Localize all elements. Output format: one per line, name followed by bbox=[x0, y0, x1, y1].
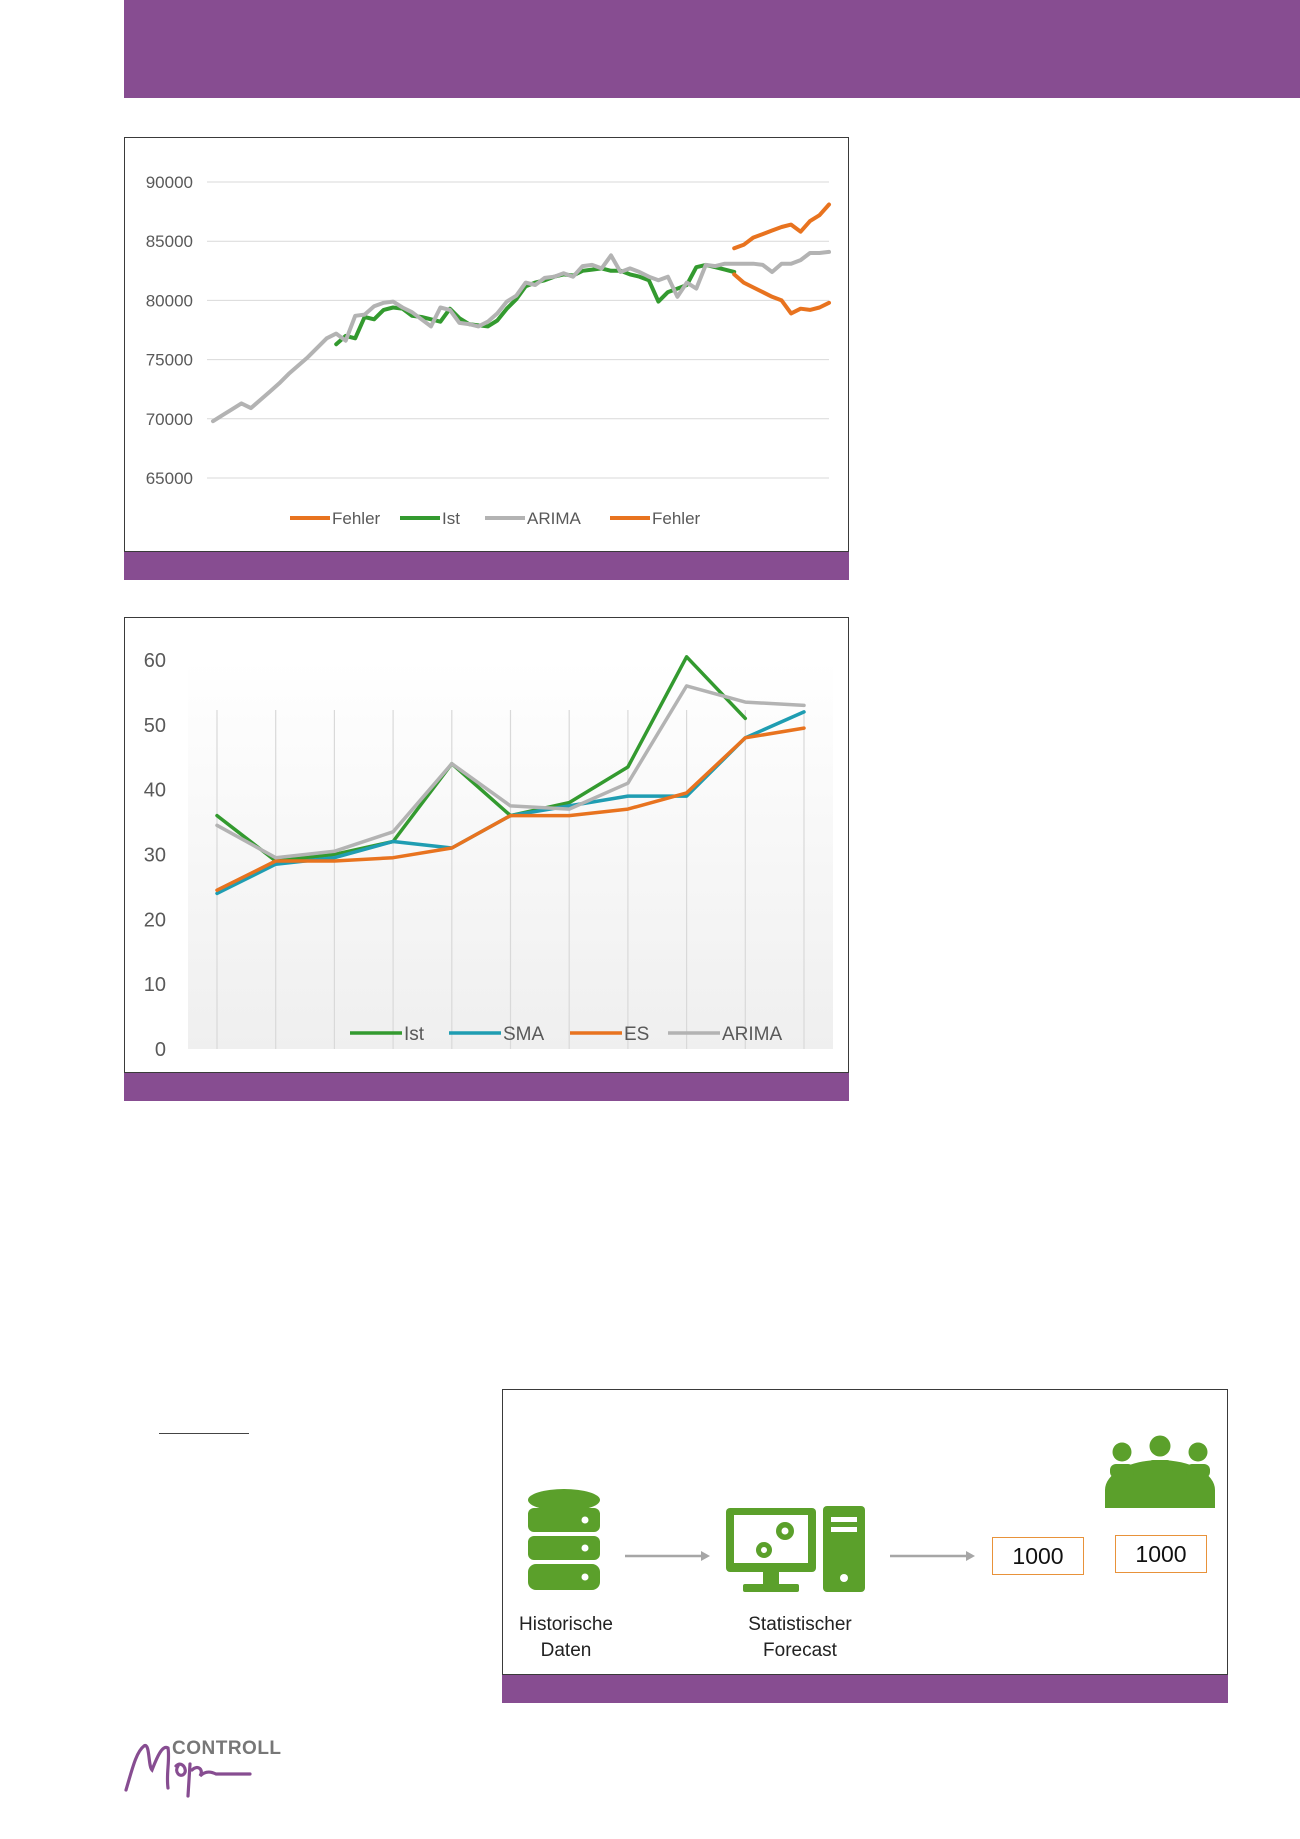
legend-label: SMA bbox=[503, 1024, 545, 1045]
y-tick-label: 85000 bbox=[146, 232, 193, 251]
y-tick-label: 65000 bbox=[146, 469, 193, 488]
database-icon bbox=[528, 1489, 600, 1590]
y-tick-label: 60 bbox=[144, 650, 166, 672]
figure-caption-bar bbox=[124, 552, 849, 580]
series-line-ist bbox=[215, 655, 748, 863]
series-line-fehler bbox=[732, 272, 831, 316]
y-tick-label: 30 bbox=[144, 845, 166, 867]
legend-label: ARIMA bbox=[527, 509, 582, 528]
series-line-fehler bbox=[732, 202, 831, 251]
legend-label: ES bbox=[624, 1024, 649, 1045]
legend-label: Ist bbox=[404, 1024, 425, 1045]
figure-caption-bar bbox=[502, 1675, 1228, 1703]
y-tick-label: 20 bbox=[144, 909, 166, 931]
figure-caption-bar bbox=[124, 1073, 849, 1101]
figure-method-comparison-chart: 60 50 40 30 20 10 0 Ist SMA ES ARIMA bbox=[124, 617, 849, 1073]
series-line-es bbox=[215, 726, 806, 892]
series-line-arima bbox=[211, 249, 831, 424]
series-line-arima bbox=[215, 684, 806, 860]
logo-mark: CONTROLLER bbox=[124, 1738, 308, 1798]
arrow-right-icon bbox=[625, 1551, 710, 1561]
footnote-rule bbox=[159, 1433, 249, 1434]
arrow-right-icon bbox=[890, 1551, 975, 1561]
chart-method-comparison: 60 50 40 30 20 10 0 Ist SMA ES ARIMA bbox=[144, 650, 833, 1061]
y-tick-label: 90000 bbox=[146, 173, 193, 192]
y-tick-label: 75000 bbox=[146, 351, 193, 370]
planning-value-box: 1000 bbox=[1115, 1535, 1207, 1573]
historical-data-label: Historische Daten bbox=[519, 1614, 613, 1661]
flow-graphics bbox=[528, 1435, 1215, 1592]
y-tick-label: 70000 bbox=[146, 410, 193, 429]
computer-gears-icon bbox=[726, 1506, 865, 1592]
header-band bbox=[124, 0, 1300, 98]
y-tick-label: 10 bbox=[144, 974, 166, 996]
y-tick-label: 0 bbox=[155, 1039, 166, 1061]
legend-label: Fehler bbox=[332, 509, 381, 528]
chart-arima-error-bands: 90000 85000 80000 75000 70000 65000 Fehler Ist A… bbox=[146, 173, 831, 528]
legend-label: ARIMA bbox=[722, 1024, 783, 1045]
figure-forecast-arima-chart: 90000 85000 80000 75000 70000 65000 Fehler Ist A… bbox=[124, 137, 849, 552]
statistical-forecast-label: Statistischer Forecast bbox=[748, 1614, 852, 1661]
y-tick-label: 40 bbox=[144, 780, 166, 802]
team-group-icon bbox=[1105, 1435, 1215, 1508]
forecast-value-box: 1000 bbox=[992, 1537, 1084, 1575]
y-tick-label: 50 bbox=[144, 715, 166, 737]
y-tick-label: 80000 bbox=[146, 291, 193, 310]
legend-label: Ist bbox=[442, 509, 460, 528]
figure-forecast-flow: 1000 1000 Historische Daten Statistische… bbox=[502, 1389, 1228, 1675]
controller-magazin-logo: CONTROLLER bbox=[122, 1730, 308, 1800]
legend-label: Fehler bbox=[652, 509, 701, 528]
svg-text:CONTROLLER: CONTROLLER bbox=[172, 1738, 282, 1759]
